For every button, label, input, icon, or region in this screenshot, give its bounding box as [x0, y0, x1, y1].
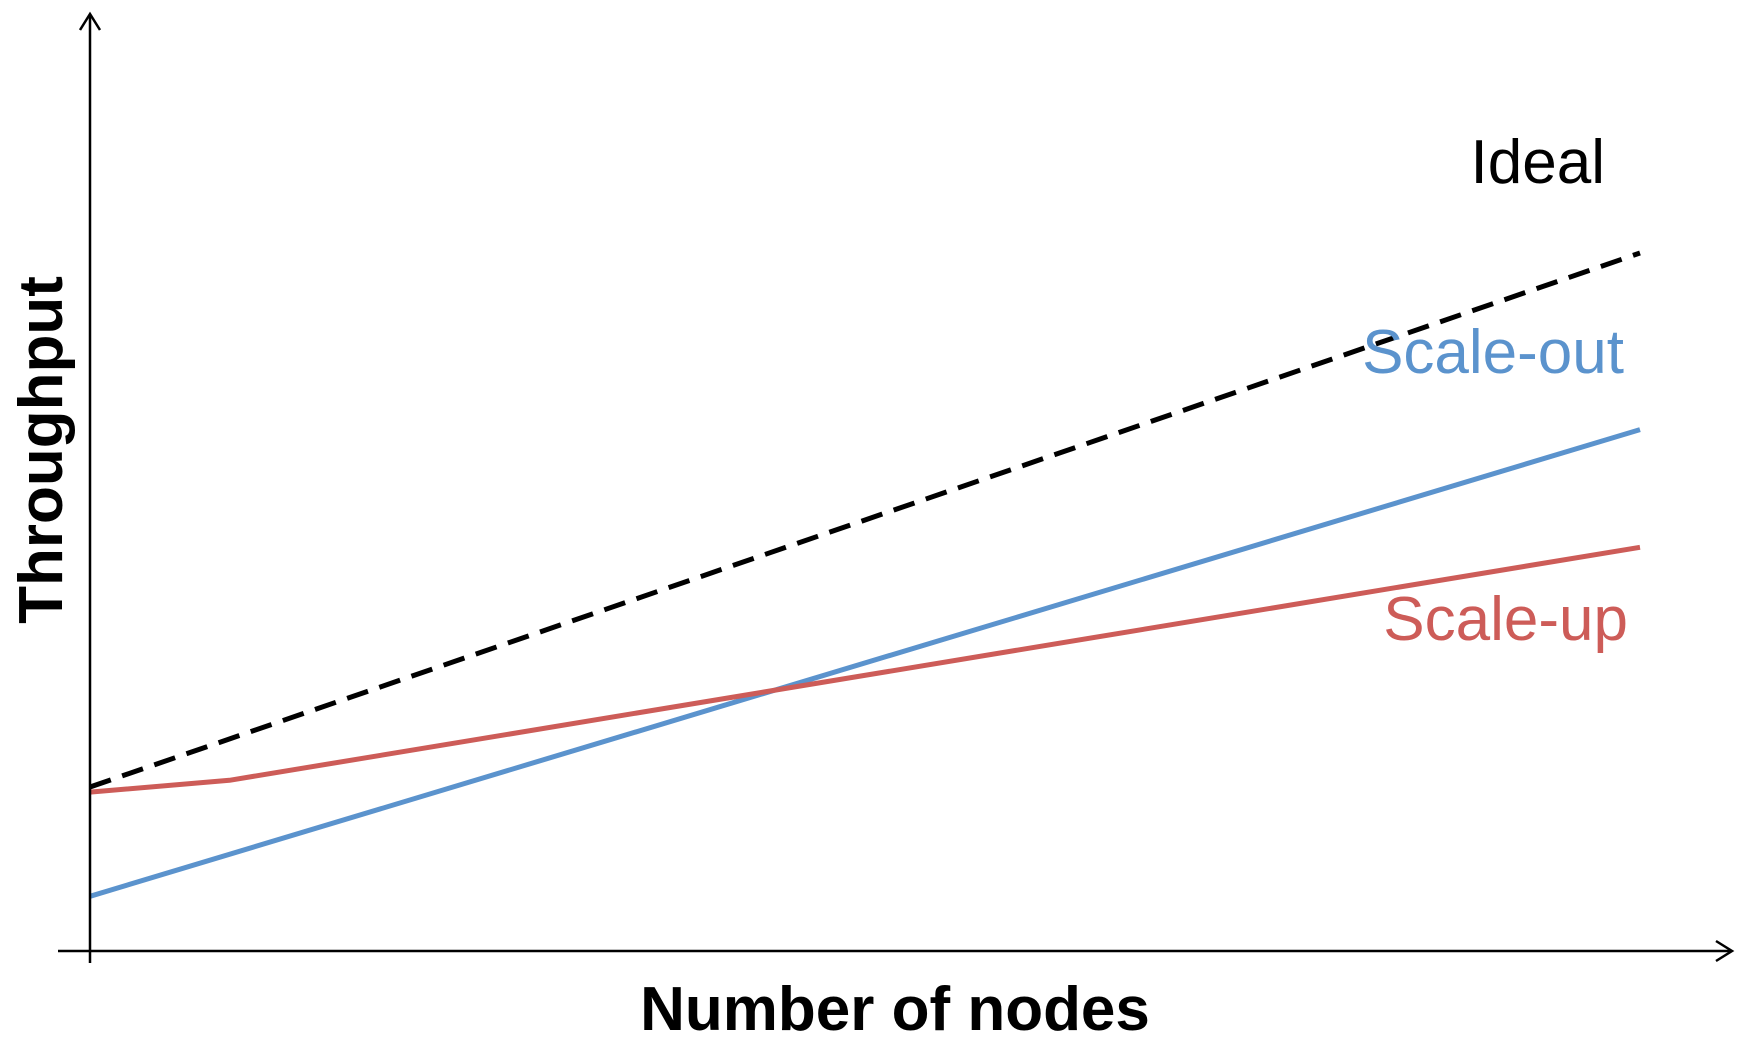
series-label-scale-up: Scale-up — [1383, 585, 1628, 654]
series-labels: Ideal Scale-out Scale-up — [1362, 128, 1628, 654]
y-axis-arrow — [78, 11, 102, 31]
axes — [58, 11, 1735, 963]
x-axis-title: Number of nodes — [640, 975, 1150, 1039]
x-axis-arrow — [1715, 939, 1735, 963]
series-line-scale-out — [89, 427, 1641, 899]
series-label-ideal: Ideal — [1471, 128, 1605, 197]
series-line-ideal — [89, 250, 1641, 790]
y-axis-title: Throughput — [7, 276, 76, 624]
series-layer — [89, 250, 1641, 899]
series-line-scale-up — [89, 544, 1641, 795]
series-label-scale-out: Scale-out — [1362, 318, 1624, 387]
